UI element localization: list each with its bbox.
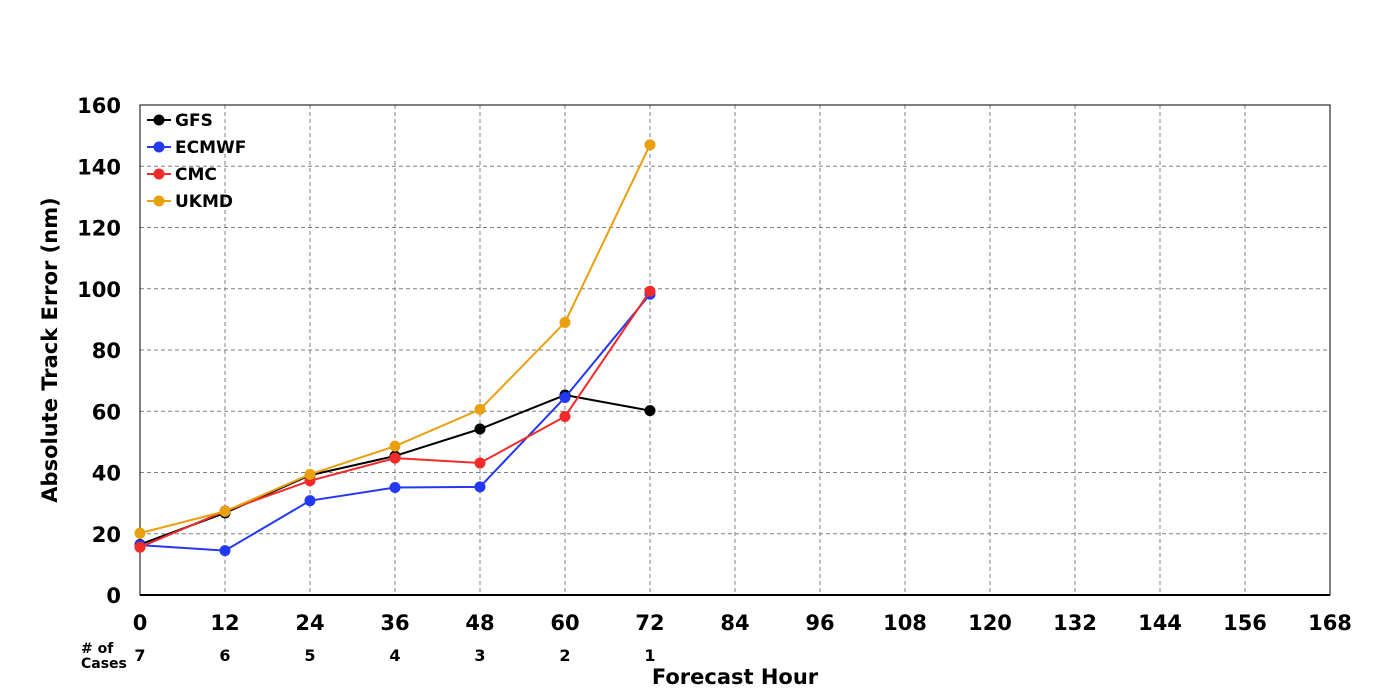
data-point-ukmd bbox=[304, 468, 316, 480]
case-count: 1 bbox=[644, 646, 655, 665]
y-tick-label: 40 bbox=[92, 462, 121, 486]
legend-label-ukmd: UKMD bbox=[175, 192, 233, 212]
x-tick-label: 48 bbox=[465, 611, 494, 635]
data-point-ecmwf bbox=[474, 481, 486, 493]
y-tick-label: 20 bbox=[92, 523, 121, 547]
x-tick-label: 108 bbox=[883, 611, 927, 635]
case-count: 4 bbox=[389, 646, 400, 665]
y-tick-labels: 0 20 40 60 80 100 120 140 160 bbox=[77, 94, 121, 608]
data-point-ecmwf bbox=[389, 482, 401, 494]
data-point-ecmwf bbox=[304, 495, 316, 507]
data-point-ukmd bbox=[559, 316, 571, 328]
x-tick-labels: 0 12 24 36 48 60 72 84 96 108 120 132 144 156 168 bbox=[133, 611, 1352, 635]
legend-item-cmc: CMC bbox=[147, 165, 217, 185]
data-point-cmc bbox=[134, 541, 146, 553]
legend-marker-cmc bbox=[153, 168, 165, 180]
x-tick-label: 156 bbox=[1223, 611, 1267, 635]
legend-marker-ukmd bbox=[153, 195, 165, 207]
data-point-cmc bbox=[644, 285, 656, 297]
case-counts: 7 6 5 4 3 2 1 bbox=[134, 646, 655, 665]
data-point-cmc bbox=[559, 410, 571, 422]
legend-marker-gfs bbox=[153, 114, 165, 126]
x-tick-label: 84 bbox=[720, 611, 749, 635]
y-tick-label: 80 bbox=[92, 339, 121, 363]
x-axis-label: Forecast Hour bbox=[652, 665, 819, 689]
data-point-ukmd bbox=[474, 403, 486, 415]
legend-label-gfs: GFS bbox=[175, 111, 213, 131]
y-tick-label: 140 bbox=[77, 155, 121, 179]
data-point-ecmwf bbox=[559, 391, 571, 403]
data-point-gfs bbox=[474, 423, 486, 435]
cases-label-line1: # of bbox=[81, 641, 114, 657]
y-tick-label: 60 bbox=[92, 400, 121, 424]
x-tick-label: 60 bbox=[550, 611, 579, 635]
data-point-ukmd bbox=[134, 527, 146, 539]
y-tick-label: 100 bbox=[77, 278, 121, 302]
data-point-ecmwf bbox=[219, 545, 231, 557]
y-tick-label: 120 bbox=[77, 217, 121, 241]
legend: GFS ECMWF CMC UKMD bbox=[147, 111, 246, 212]
case-count: 5 bbox=[304, 646, 315, 665]
x-tick-label: 96 bbox=[805, 611, 834, 635]
data-point-ukmd bbox=[219, 505, 231, 517]
case-count: 7 bbox=[134, 646, 145, 665]
x-tick-label: 24 bbox=[295, 611, 324, 635]
series-ukmd bbox=[134, 139, 656, 539]
y-axis-label: Absolute Track Error (nm) bbox=[38, 197, 62, 502]
case-count: 3 bbox=[474, 646, 485, 665]
legend-item-gfs: GFS bbox=[147, 111, 213, 131]
y-tick-label: 160 bbox=[77, 94, 121, 118]
x-tick-label: 120 bbox=[968, 611, 1012, 635]
legend-marker-ecmwf bbox=[153, 141, 165, 153]
case-count: 2 bbox=[559, 646, 570, 665]
data-point-gfs bbox=[644, 405, 656, 417]
legend-item-ukmd: UKMD bbox=[147, 192, 233, 212]
legend-item-ecmwf: ECMWF bbox=[147, 138, 246, 158]
data-point-ukmd bbox=[644, 139, 656, 151]
cases-label-line2: Cases bbox=[81, 656, 127, 672]
x-tick-label: 168 bbox=[1308, 611, 1352, 635]
legend-label-ecmwf: ECMWF bbox=[175, 138, 246, 158]
data-point-ukmd bbox=[389, 440, 401, 452]
y-tick-label: 0 bbox=[106, 584, 121, 608]
data-point-cmc bbox=[474, 457, 486, 469]
data-point-cmc bbox=[389, 452, 401, 464]
data-series bbox=[134, 139, 656, 557]
x-tick-label: 0 bbox=[133, 611, 148, 635]
case-count: 6 bbox=[219, 646, 230, 665]
x-tick-label: 36 bbox=[380, 611, 409, 635]
x-tick-label: 144 bbox=[1138, 611, 1182, 635]
x-tick-label: 12 bbox=[210, 611, 239, 635]
x-tick-label: 132 bbox=[1053, 611, 1097, 635]
legend-label-cmc: CMC bbox=[175, 165, 217, 185]
x-tick-label: 72 bbox=[635, 611, 664, 635]
